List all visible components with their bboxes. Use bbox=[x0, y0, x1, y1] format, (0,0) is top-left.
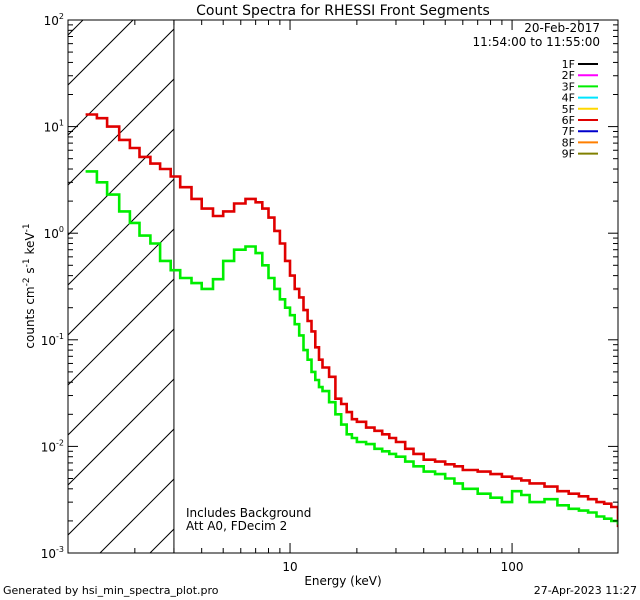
legend-label: 4F bbox=[562, 92, 575, 105]
hatch-line bbox=[68, 78, 174, 186]
hatch-line bbox=[300, 20, 640, 553]
y-axis: 10-3 10-2 10-1 100 101 102 bbox=[41, 12, 618, 561]
hatch-line bbox=[68, 428, 174, 536]
series-layer bbox=[85, 113, 618, 528]
x-tick-label: 100 bbox=[501, 560, 524, 574]
hatch-line bbox=[68, 278, 174, 386]
hatch-line bbox=[600, 20, 640, 553]
x-tick-label: 10 bbox=[282, 560, 297, 574]
series-6F-line bbox=[85, 113, 618, 528]
series-3F-line bbox=[85, 170, 618, 525]
plot-frame bbox=[67, 19, 619, 554]
x-axis: 10 100 bbox=[67, 20, 619, 574]
y-tick-label: 102 bbox=[44, 12, 64, 28]
hatch-line bbox=[68, 20, 84, 36]
chart-title: Count Spectra for RHESSI Front Segments bbox=[196, 3, 490, 19]
hatch-line bbox=[68, 328, 174, 436]
x-axis-label: Energy (keV) bbox=[304, 574, 381, 588]
annotation-background: Includes Background bbox=[186, 506, 311, 520]
hatch-line bbox=[99, 478, 174, 553]
y-tick-label: 10-1 bbox=[41, 332, 64, 348]
legend-label: 7F bbox=[562, 125, 575, 138]
hatch-line bbox=[68, 28, 174, 136]
hatch-line bbox=[68, 228, 174, 336]
time-range-label: 11:54:00 to 11:55:00 bbox=[473, 35, 600, 49]
legend-label: 2F bbox=[562, 69, 575, 82]
date-label: 20-Feb-2017 bbox=[524, 21, 600, 35]
footer-generated-by: Generated by hsi_min_spectra_plot.pro bbox=[3, 584, 219, 597]
hatch-line bbox=[450, 20, 640, 553]
legend-label: 8F bbox=[562, 136, 575, 149]
y-tick-label: 10-3 bbox=[41, 545, 64, 561]
legend-label: 3F bbox=[562, 80, 575, 93]
annotation-attenuator: Att A0, FDecim 2 bbox=[186, 519, 287, 533]
y-tick-label: 10-2 bbox=[41, 438, 64, 454]
legend-label: 5F bbox=[562, 103, 575, 116]
legend-label: 1F bbox=[562, 58, 575, 71]
y-axis-label: counts cm-2 s-1 keV-1 bbox=[22, 223, 37, 348]
footer-timestamp: 27-Apr-2023 11:27 bbox=[533, 584, 637, 597]
hatch-line bbox=[68, 128, 174, 236]
y-tick-label: 100 bbox=[44, 225, 64, 241]
y-tick-label: 101 bbox=[44, 119, 64, 135]
legend-label: 6F bbox=[562, 114, 575, 127]
hatched-region bbox=[68, 20, 640, 553]
hatch-line bbox=[68, 378, 174, 486]
legend-label: 9F bbox=[562, 148, 575, 161]
hatch-line bbox=[68, 20, 134, 86]
